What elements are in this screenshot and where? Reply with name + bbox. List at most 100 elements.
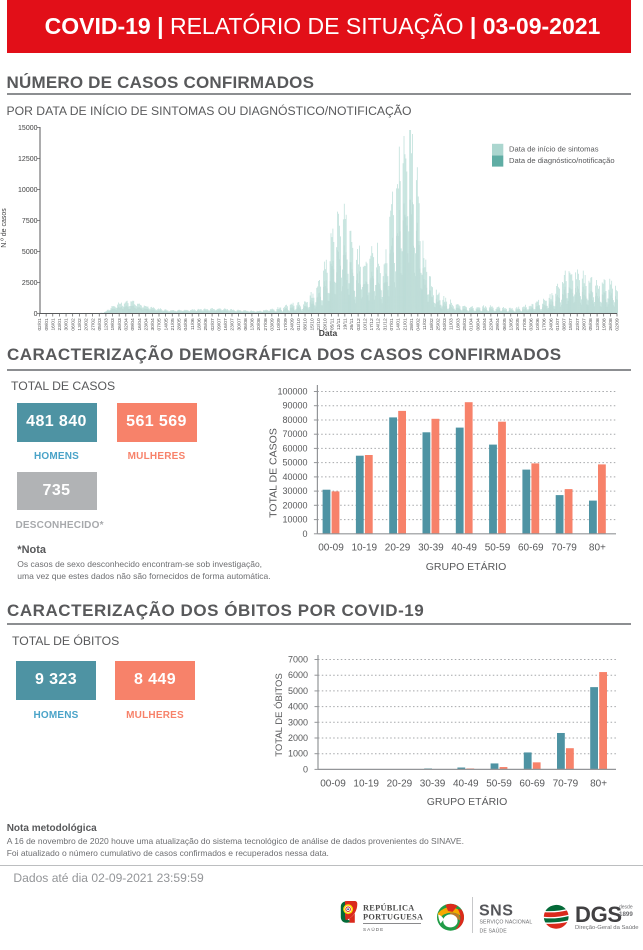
svg-text:07/05: 07/05 [157, 318, 163, 331]
svg-text:Direção-Geral da Saúde: Direção-Geral da Saúde [575, 925, 639, 931]
svg-text:7500: 7500 [22, 218, 38, 225]
svg-text:02/01: 02/01 [37, 318, 43, 331]
svg-text:02/07: 02/07 [210, 318, 216, 331]
svg-text:SAÚDE: SAÚDE [363, 926, 384, 932]
svg-text:06/08: 06/08 [243, 318, 249, 331]
svg-text:30-39: 30-39 [418, 543, 444, 554]
svg-text:10/12: 10/12 [362, 318, 368, 331]
svg-text:14/05: 14/05 [163, 318, 169, 331]
svg-text:10000: 10000 [18, 187, 38, 194]
svg-text:5000: 5000 [22, 249, 38, 256]
svg-text:27/05: 27/05 [522, 318, 528, 331]
svg-text:01/07: 01/07 [555, 318, 561, 331]
svg-text:08/07: 08/07 [562, 318, 568, 331]
svg-text:31/12: 31/12 [382, 318, 388, 331]
svg-text:10-19: 10-19 [353, 779, 379, 790]
svg-text:20/08: 20/08 [256, 318, 262, 331]
svg-text:30-39: 30-39 [420, 779, 446, 790]
svg-text:desde: desde [619, 905, 633, 911]
svg-text:40000: 40000 [282, 472, 307, 482]
svg-text:60-69: 60-69 [519, 779, 545, 790]
svg-text:DE SAÚDE: DE SAÚDE [480, 928, 508, 935]
svg-text:GRUPO ETÁRIO: GRUPO ETÁRIO [427, 795, 508, 808]
svg-text:00-09: 00-09 [320, 779, 346, 790]
svg-text:20000: 20000 [282, 500, 307, 510]
svg-text:40-49: 40-49 [453, 779, 479, 790]
svg-text:2500: 2500 [22, 280, 38, 287]
svg-text:29/04: 29/04 [495, 318, 501, 331]
svg-text:20-29: 20-29 [385, 543, 411, 554]
svg-text:16/01: 16/01 [50, 318, 56, 331]
svg-text:13/02: 13/02 [77, 318, 83, 331]
svg-text:25/06: 25/06 [203, 318, 209, 331]
svg-text:08/10: 08/10 [303, 318, 309, 331]
svg-text:21/05: 21/05 [170, 318, 176, 331]
svg-text:09/04: 09/04 [130, 318, 136, 331]
svg-text:24/12: 24/12 [376, 318, 382, 331]
svg-text:19/03: 19/03 [110, 318, 116, 331]
svg-text:28/01: 28/01 [409, 318, 415, 331]
svg-text:50-59: 50-59 [485, 543, 511, 554]
svg-text:05/08: 05/08 [588, 318, 594, 331]
svg-text:02/09: 02/09 [615, 318, 621, 331]
svg-text:07/01: 07/01 [389, 318, 395, 331]
svg-text:50-59: 50-59 [486, 779, 512, 790]
svg-text:22/10: 22/10 [316, 318, 322, 331]
svg-text:17/06: 17/06 [542, 318, 548, 331]
svg-text:03/12: 03/12 [356, 318, 362, 331]
svg-text:18/06: 18/06 [197, 318, 203, 331]
svg-text:60000: 60000 [282, 443, 307, 453]
svg-text:50000: 50000 [282, 458, 307, 468]
svg-text:100000: 100000 [277, 387, 307, 397]
svg-text:0: 0 [303, 764, 308, 774]
svg-text:16/07: 16/07 [223, 318, 229, 331]
svg-text:25/03: 25/03 [462, 318, 468, 331]
svg-text:15000: 15000 [18, 125, 38, 132]
svg-text:09/07: 09/07 [216, 318, 222, 331]
svg-text:Data: Data [319, 328, 338, 338]
svg-text:27/08: 27/08 [263, 318, 269, 331]
svg-text:Data de diagnóstico/notificaçã: Data de diagnóstico/notificação [509, 156, 615, 165]
svg-text:SERVIÇO NACIONAL: SERVIÇO NACIONAL [480, 920, 533, 926]
svg-text:11/02: 11/02 [422, 318, 428, 330]
svg-text:01/04: 01/04 [469, 318, 475, 331]
svg-text:05/11: 05/11 [329, 318, 335, 330]
svg-text:08/04: 08/04 [475, 318, 481, 331]
svg-text:90000: 90000 [282, 401, 307, 411]
svg-text:04/06: 04/06 [183, 318, 189, 331]
svg-text:18/02: 18/02 [429, 318, 435, 331]
svg-text:25/02: 25/02 [435, 318, 441, 331]
svg-text:1899: 1899 [619, 911, 633, 918]
svg-text:22/04: 22/04 [489, 318, 495, 331]
svg-text:3000: 3000 [288, 717, 308, 727]
svg-text:06/02: 06/02 [70, 318, 76, 331]
svg-text:14/01: 14/01 [396, 318, 402, 331]
svg-text:04/02: 04/02 [416, 318, 422, 331]
svg-text:10000: 10000 [282, 515, 307, 525]
svg-text:7000: 7000 [288, 655, 308, 665]
svg-text:27/02: 27/02 [90, 318, 96, 331]
svg-text:SNS: SNS [479, 903, 513, 920]
svg-text:12500: 12500 [18, 156, 38, 163]
svg-text:01/10: 01/10 [296, 318, 302, 331]
svg-text:00-09: 00-09 [318, 543, 344, 554]
svg-text:17/12: 17/12 [369, 318, 375, 331]
svg-text:16/04: 16/04 [137, 318, 143, 331]
svg-text:12/11: 12/11 [336, 318, 342, 330]
svg-text:26/03: 26/03 [117, 318, 123, 331]
svg-text:REPÚBLICA: REPÚBLICA [363, 903, 415, 913]
svg-text:20/05: 20/05 [515, 318, 521, 331]
svg-text:18/03: 18/03 [455, 318, 461, 331]
svg-text:2000: 2000 [288, 733, 308, 743]
svg-text:22/07: 22/07 [575, 318, 581, 331]
svg-text:70000: 70000 [282, 429, 307, 439]
svg-text:Data de início de sintomas: Data de início de sintomas [509, 145, 599, 154]
svg-text:06/05: 06/05 [502, 318, 508, 331]
svg-text:80000: 80000 [282, 415, 307, 425]
svg-text:6000: 6000 [288, 670, 308, 680]
svg-text:11/06: 11/06 [190, 318, 196, 330]
svg-text:19/11: 19/11 [343, 318, 349, 330]
svg-text:30/04: 30/04 [150, 318, 156, 331]
svg-text:26/08: 26/08 [608, 318, 614, 331]
svg-text:10/06: 10/06 [535, 318, 541, 331]
